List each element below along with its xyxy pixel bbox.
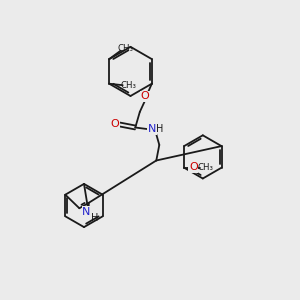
Text: H: H [91,213,98,223]
Text: O: O [111,119,120,129]
Text: O: O [189,162,198,172]
Text: N: N [82,207,91,217]
Text: CH₃: CH₃ [120,81,136,90]
Text: O: O [141,91,150,101]
Text: CH₃: CH₃ [198,163,214,172]
Text: CH₃: CH₃ [118,44,134,53]
Text: H: H [156,124,163,134]
Text: N: N [148,124,156,134]
